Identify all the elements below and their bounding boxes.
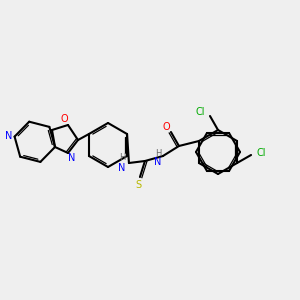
Text: N: N	[68, 153, 76, 163]
Text: N: N	[154, 157, 162, 167]
Text: H: H	[155, 148, 161, 158]
Text: O: O	[60, 114, 68, 124]
Text: H: H	[119, 154, 125, 163]
Text: Cl: Cl	[195, 107, 205, 117]
Text: Cl: Cl	[256, 148, 266, 158]
Text: S: S	[135, 180, 141, 190]
Text: O: O	[162, 122, 170, 132]
Text: N: N	[118, 163, 126, 173]
Text: N: N	[5, 130, 12, 141]
